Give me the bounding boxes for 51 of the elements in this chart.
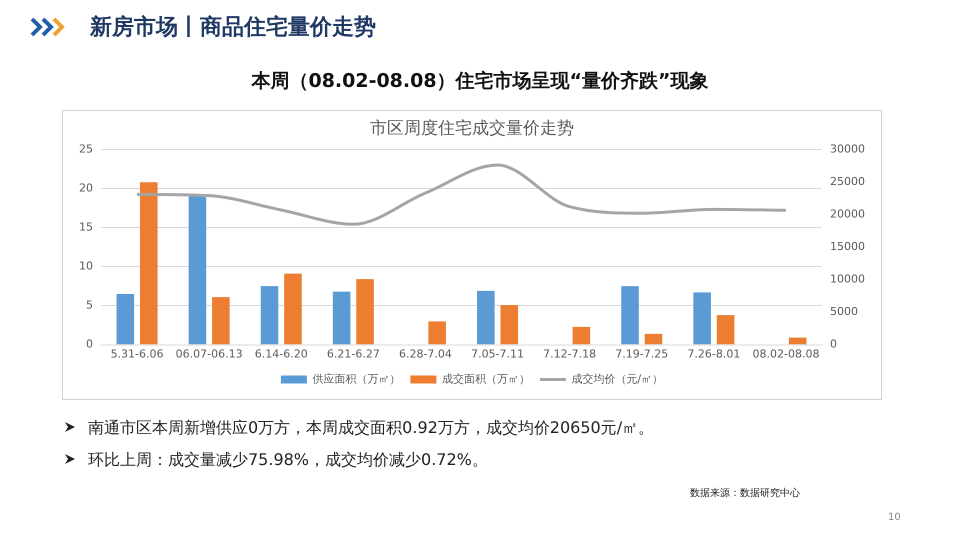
- x-tick-label: 5.31-6.06: [110, 347, 164, 360]
- bar: [188, 194, 206, 344]
- x-tick-label: 7.26-8.01: [687, 347, 740, 360]
- bar: [428, 321, 446, 344]
- bar: [572, 326, 590, 344]
- bar: [356, 279, 374, 344]
- text: 南通市区本周新增供应0万方，本周成交面积0.92万方，成交均价20650元/㎡。: [88, 418, 654, 439]
- y-tick-label: 5: [86, 298, 93, 312]
- text: 10: [888, 512, 901, 523]
- text: 新房市场丨商品住宅量价走势: [90, 14, 376, 42]
- y-tick-label: 25: [78, 142, 93, 156]
- y2-tick-label: 5000: [830, 305, 858, 318]
- bar: [693, 292, 711, 344]
- bar: [500, 304, 518, 344]
- y2-tick-label: 20000: [830, 207, 866, 220]
- x-tick-label: 7.19-7.25: [615, 347, 668, 360]
- chart-title: 市区周度住宅成交量价走势: [370, 118, 574, 139]
- bar: [788, 338, 806, 344]
- bar: [116, 294, 134, 344]
- y2-tick-label: 30000: [830, 142, 866, 156]
- legend-label: 供应面积（万㎡）: [312, 372, 400, 386]
- bar: [212, 297, 230, 344]
- source-note: 数据来源：数据研究中心: [690, 486, 800, 500]
- y2-tick-label: 0: [830, 338, 838, 351]
- y-tick-label: 20: [78, 181, 93, 194]
- x-tick-label: 7.12-7.18: [543, 347, 596, 360]
- y-tick-label: 0: [86, 338, 93, 351]
- y-tick-label: 10: [78, 260, 93, 272]
- text: 环比上周：成交量减少75.98%，成交均价减少0.72%。: [88, 450, 488, 471]
- bar: [140, 182, 158, 344]
- y2-tick-label: 15000: [830, 240, 866, 253]
- bar: [332, 292, 350, 344]
- x-tick-label: 6.21-6.27: [326, 347, 380, 360]
- bar: [644, 334, 662, 344]
- text: 本周（08.02-08.08）住宅市场呈现“量价齐跌”现象: [250, 69, 710, 94]
- y2-tick-label: 10000: [830, 272, 866, 286]
- legend-label: 成交均价（元/㎡）: [571, 372, 664, 386]
- legend-label: 成交面积（万㎡）: [442, 372, 530, 386]
- y2-tick-label: 25000: [830, 174, 866, 188]
- bar: [477, 290, 495, 344]
- x-tick-label: 08.02-08.08: [752, 347, 820, 360]
- x-tick-label: 06.07-06.13: [176, 347, 243, 360]
- bar: [284, 274, 302, 344]
- x-tick-label: 6.14-6.20: [254, 347, 308, 360]
- x-tick-label: 6.28-7.04: [398, 347, 452, 360]
- y-tick-label: 15: [78, 220, 93, 234]
- x-tick-label: 7.05-7.11: [471, 347, 524, 360]
- bar: [260, 286, 278, 344]
- line-series: [136, 164, 788, 226]
- bar: [621, 286, 639, 344]
- bar: [716, 315, 734, 344]
